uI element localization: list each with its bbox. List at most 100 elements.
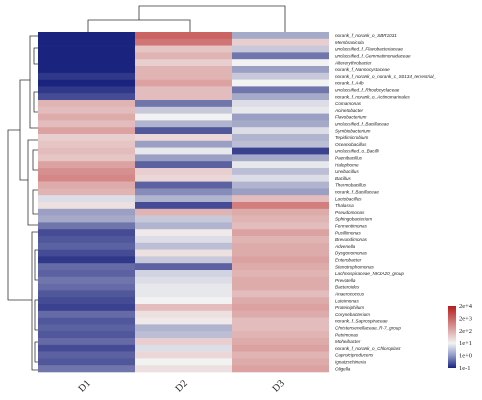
heatmap-cell <box>135 208 232 216</box>
heatmap-cell <box>38 59 135 67</box>
heatmap-cell <box>232 154 329 162</box>
heatmap-cell <box>135 161 232 169</box>
color-legend: 2e+4 2e+3 2e+2 1e+1 1e+0 1e-1 <box>448 303 473 372</box>
heatmap-cell <box>38 249 135 257</box>
row-label: Ignatzschineria <box>335 360 366 365</box>
heatmap-cell <box>38 317 135 325</box>
column-label: D1 <box>77 378 93 394</box>
heatmap-cell <box>135 249 232 257</box>
heatmap-cell <box>232 147 329 155</box>
heatmap-cell <box>38 229 135 237</box>
heatmap-cell <box>232 113 329 121</box>
heatmap-cell <box>135 127 232 135</box>
heatmap-cell <box>232 188 329 196</box>
heatmap-cell <box>232 32 329 40</box>
heatmap-cell <box>135 106 232 114</box>
row-label: Dysgonomonas <box>335 251 368 256</box>
heatmap-cell <box>38 106 135 114</box>
row-label: Ureibacillus <box>335 169 359 174</box>
legend-tick-label: 2e+2 <box>459 328 472 335</box>
heatmap-cell <box>232 249 329 257</box>
row-label: Acinetobacter <box>334 108 364 113</box>
row-label: Thermobacillus <box>335 183 367 188</box>
heatmap-cell <box>38 38 135 46</box>
heatmap-cell <box>232 127 329 135</box>
heatmap-cell <box>38 86 135 94</box>
heatmap-cell <box>38 120 135 128</box>
row-label: Lactobacillus <box>335 196 362 201</box>
legend-tick-label: 1e-1 <box>459 365 471 372</box>
heatmap-cell <box>135 331 232 339</box>
heatmap-cell <box>38 181 135 189</box>
legend-tick-label: 2e+4 <box>459 303 473 310</box>
row-label: Bacillus <box>335 176 352 181</box>
heatmap-cell <box>38 45 135 53</box>
heatmap-cell <box>38 202 135 210</box>
heatmap-cell <box>38 242 135 250</box>
row-label: unclassified_f_Rhodocyclaceae <box>335 88 400 93</box>
heatmap-cell <box>135 140 232 148</box>
heatmap-cell <box>135 283 232 291</box>
row-label: norank_f_Nannocystaceae <box>335 67 390 72</box>
row-label: Pseudomonas <box>335 210 365 215</box>
heatmap-cell <box>135 38 232 46</box>
heatmap-cell <box>135 276 232 284</box>
heatmap-cell <box>135 297 232 305</box>
row-label: Membranicola <box>335 40 364 45</box>
heatmap-cell <box>232 120 329 128</box>
heatmap-cell <box>232 283 329 291</box>
heatmap-cell <box>232 174 329 182</box>
legend-color-bar <box>448 306 456 368</box>
heatmap-cell <box>232 86 329 94</box>
legend-tick-label: 2e+3 <box>459 315 472 322</box>
heatmap-cell <box>232 168 329 176</box>
row-label: Petrimonas <box>335 332 359 337</box>
heatmap-cell <box>135 365 232 373</box>
heatmap-cell <box>232 331 329 339</box>
heatmap-cell <box>38 365 135 373</box>
heatmap-cell <box>232 317 329 325</box>
heatmap-cell <box>38 32 135 40</box>
heatmap-cell <box>38 358 135 366</box>
heatmap-cell <box>135 215 232 223</box>
heatmap-cell <box>135 202 232 210</box>
heatmap-cell <box>38 344 135 352</box>
heatmap-cell <box>135 86 232 94</box>
heatmap-cell <box>38 140 135 148</box>
heatmap-cell <box>38 256 135 264</box>
legend-tick-label: 1e+0 <box>459 353 472 360</box>
heatmap-cell <box>232 100 329 108</box>
row-label: Tepidimicrobium <box>335 135 368 140</box>
heatmap-cell <box>232 351 329 359</box>
row-label: Altererythrobacter <box>334 60 372 65</box>
heatmap-cell <box>38 79 135 87</box>
heatmap-cell <box>38 310 135 318</box>
row-label: Thalassa <box>335 203 354 208</box>
heatmap-cell <box>135 93 232 101</box>
heatmap-cell <box>135 45 232 53</box>
heatmap-cell <box>135 317 232 325</box>
heatmap-cell <box>135 242 232 250</box>
heatmap-cell <box>38 188 135 196</box>
heatmap-cell <box>232 270 329 278</box>
row-label: norank_f_norank_o_Actinomarinales <box>335 94 411 99</box>
heatmap-cell <box>38 215 135 223</box>
heatmap-cell <box>232 365 329 373</box>
heatmap-cell <box>135 100 232 108</box>
heatmap-cell <box>232 79 329 87</box>
heatmap-cell <box>232 38 329 46</box>
heatmap-cell <box>232 161 329 169</box>
heatmap-cell <box>135 134 232 142</box>
row-label: Luteimonas <box>335 298 359 303</box>
row-label: Anaerococcus <box>334 292 365 297</box>
heatmap-cell <box>232 66 329 74</box>
heatmap-cell <box>232 256 329 264</box>
heatmap-cell <box>232 134 329 142</box>
row-label: norank_f_Bacillaceae <box>335 190 379 195</box>
heatmap-cell <box>135 120 232 128</box>
heatmap-cell <box>38 297 135 305</box>
heatmap-cell <box>232 195 329 203</box>
row-label: Brevundimonas <box>335 237 368 242</box>
heatmap-cell <box>232 236 329 244</box>
heatmap-cell <box>38 134 135 142</box>
